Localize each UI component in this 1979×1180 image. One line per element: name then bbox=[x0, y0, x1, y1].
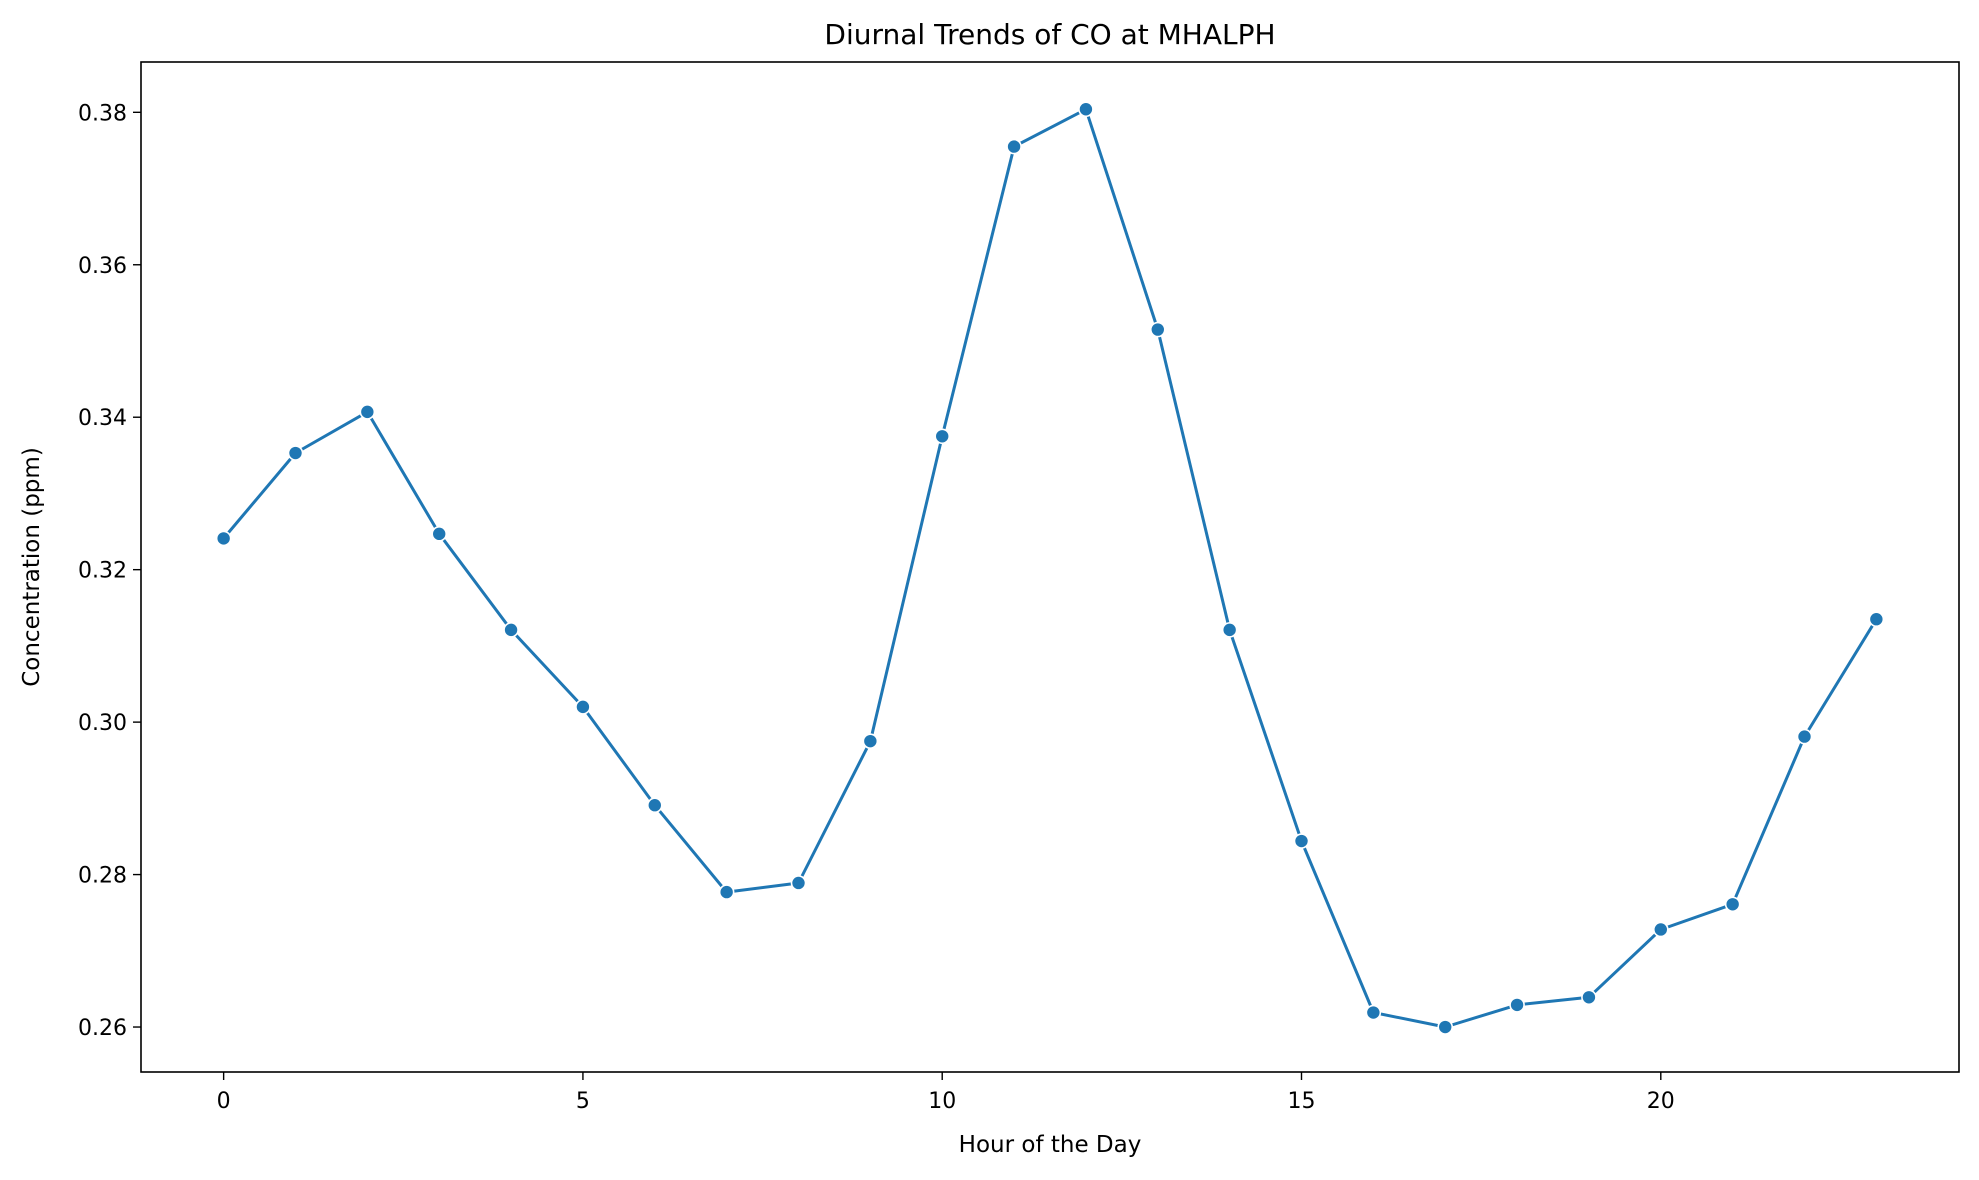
data-point bbox=[790, 875, 807, 891]
plot-area bbox=[215, 101, 1885, 1035]
data-point bbox=[1078, 101, 1094, 118]
plot-frame bbox=[140, 61, 1960, 1073]
data-point bbox=[215, 530, 232, 547]
chart-title: Diurnal Trends of CO at MHALPH bbox=[824, 18, 1275, 51]
y-tick-label: 0.32 bbox=[78, 559, 127, 584]
y-tick-label: 0.26 bbox=[78, 1016, 127, 1041]
data-point bbox=[1724, 896, 1741, 913]
y-tick-label: 0.28 bbox=[78, 864, 127, 889]
y-axis-ticks: 0.26 0.28 0.30 0.32 0.34 0.36 0.38 bbox=[78, 101, 141, 1041]
y-tick-label: 0.30 bbox=[78, 711, 127, 736]
data-point bbox=[646, 797, 663, 814]
data-point bbox=[718, 884, 735, 900]
x-tick-label: 0 bbox=[217, 1089, 231, 1114]
data-point bbox=[431, 526, 448, 542]
x-axis-ticks: 0 5 10 15 20 bbox=[217, 1072, 1675, 1114]
x-tick-label: 15 bbox=[1288, 1089, 1316, 1114]
data-point bbox=[1149, 321, 1166, 338]
data-point bbox=[1006, 138, 1022, 155]
data-point bbox=[503, 622, 519, 638]
data-point bbox=[1437, 1019, 1454, 1035]
data-point bbox=[1221, 622, 1238, 638]
y-tick-label: 0.34 bbox=[78, 406, 127, 431]
data-point bbox=[1868, 611, 1885, 628]
data-point bbox=[1293, 833, 1310, 849]
x-tick-label: 10 bbox=[928, 1089, 956, 1114]
data-point bbox=[1581, 989, 1597, 1006]
data-point bbox=[359, 404, 376, 420]
data-point bbox=[575, 699, 591, 715]
data-point bbox=[862, 733, 879, 749]
data-point bbox=[1796, 728, 1813, 745]
x-tick-label: 5 bbox=[576, 1089, 590, 1114]
series-line bbox=[222, 107, 1878, 1029]
y-tick-label: 0.38 bbox=[78, 101, 127, 126]
data-point bbox=[1652, 921, 1669, 938]
data-point bbox=[934, 428, 951, 445]
y-tick-label: 0.36 bbox=[78, 254, 127, 279]
data-point bbox=[1365, 1004, 1382, 1021]
x-axis-label: Hour of the Day bbox=[959, 1132, 1142, 1158]
data-point bbox=[287, 445, 304, 461]
y-axis-label: Concentration (ppm) bbox=[19, 447, 45, 687]
x-tick-label: 20 bbox=[1647, 1089, 1675, 1114]
data-point bbox=[1509, 997, 1525, 1013]
